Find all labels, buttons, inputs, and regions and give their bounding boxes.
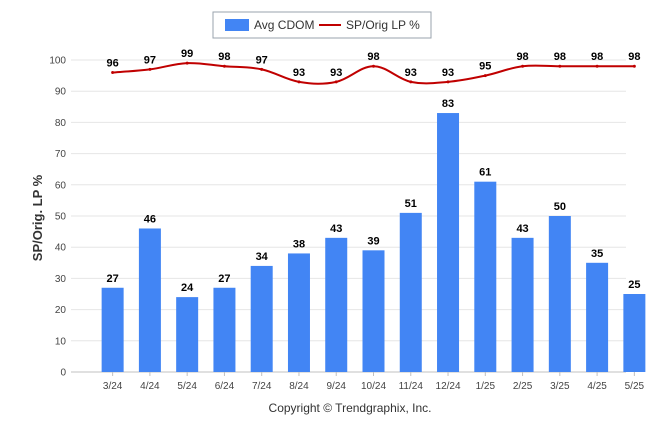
bar [287, 253, 310, 372]
x-tick-label: 3/25 [550, 381, 570, 392]
bar-value-label: 27 [218, 273, 230, 285]
line-value-label: 98 [591, 51, 603, 63]
line-value-label: 98 [628, 51, 640, 63]
bars [101, 113, 646, 372]
line-point [521, 64, 525, 68]
bar-value-label: 43 [516, 223, 528, 235]
y-tick-label: 50 [55, 212, 67, 223]
x-tick-label: 6/24 [215, 381, 235, 392]
y-tick-label: 90 [55, 87, 67, 98]
line-point [260, 67, 264, 71]
x-tick-label: 9/24 [326, 381, 346, 392]
bar-value-label: 50 [554, 201, 566, 213]
x-tick-label: 5/25 [625, 381, 645, 392]
y-axis-label: SP/Orig. LP % [30, 174, 45, 261]
x-tick-label: 1/25 [476, 381, 496, 392]
bar [362, 250, 385, 372]
bar [511, 237, 534, 372]
x-tick-label: 2/25 [513, 381, 533, 392]
bar-value-label: 34 [256, 251, 269, 263]
copyright-credit: Copyright © Trendgraphix, Inc. [269, 401, 432, 415]
x-tick-label: 4/24 [140, 381, 160, 392]
bar-value-label: 51 [405, 198, 417, 210]
line-point [446, 80, 450, 84]
line-value-label: 98 [218, 51, 230, 63]
y-tick-label: 70 [55, 149, 67, 160]
bar-value-label: 35 [591, 248, 603, 260]
line-point [409, 80, 413, 84]
bar [586, 262, 609, 372]
line-value-label: 98 [516, 51, 528, 63]
bar [138, 228, 161, 372]
line-value-label: 96 [107, 57, 119, 69]
legend-bar-swatch [225, 19, 249, 31]
bar [325, 237, 348, 372]
line-point [185, 61, 189, 65]
bar-value-label: 83 [442, 98, 454, 110]
x-tick-label: 7/24 [252, 381, 272, 392]
bar [399, 212, 422, 372]
line-point [297, 80, 301, 84]
line-point [632, 64, 636, 68]
line-value-label: 95 [479, 61, 491, 73]
bar [437, 113, 460, 372]
y-tick-label: 10 [55, 336, 67, 347]
y-tick-label: 30 [55, 274, 67, 285]
line-point [558, 64, 562, 68]
legend: Avg CDOM SP/Orig LP % [212, 11, 432, 39]
bar [176, 297, 199, 372]
line-value-label: 97 [144, 54, 156, 66]
bar-value-label: 39 [367, 235, 379, 247]
legend-bar-label: Avg CDOM [254, 18, 314, 32]
line-point [334, 80, 338, 84]
bar-value-label: 46 [144, 213, 156, 225]
line-value-label: 97 [256, 54, 268, 66]
line-value-label: 99 [181, 48, 193, 60]
bar [250, 265, 273, 372]
line-point [148, 67, 152, 71]
line-point [111, 70, 115, 74]
bar-value-label: 38 [293, 238, 305, 250]
bar-value-label: 25 [628, 279, 640, 291]
line-series [111, 61, 636, 85]
line-value-label: 98 [554, 51, 566, 63]
x-tick-label: 4/25 [587, 381, 607, 392]
y-tick-label: 0 [60, 368, 66, 379]
bar [474, 181, 497, 372]
bar-value-label: 24 [181, 282, 194, 294]
x-tick-label: 10/24 [361, 381, 386, 392]
y-tick-label: 100 [49, 56, 66, 67]
x-axis: 3/24 4/24 5/24 6/24 7/24 8/24 9/24 10/24 11/24 12… [103, 372, 645, 392]
y-tick-label: 20 [55, 305, 67, 316]
legend-line-label: SP/Orig LP % [346, 18, 420, 32]
bar [548, 216, 571, 372]
x-tick-label: 8/24 [289, 381, 309, 392]
bar [623, 294, 646, 372]
line-value-label: 93 [330, 67, 342, 79]
x-tick-label: 5/24 [177, 381, 197, 392]
line-value-label: 93 [293, 67, 305, 79]
line-point [483, 74, 487, 78]
line-value-label: 93 [405, 67, 417, 79]
x-tick-label: 12/24 [436, 381, 461, 392]
line-point [372, 64, 375, 68]
y-tick-label: 40 [55, 243, 67, 254]
bar-value-label: 61 [479, 167, 491, 179]
bar [213, 287, 236, 372]
line-value-label: 93 [442, 67, 454, 79]
line-value-label: 98 [367, 51, 379, 63]
line-point [222, 64, 226, 68]
x-tick-label: 3/24 [103, 381, 123, 392]
y-tick-label: 80 [55, 118, 67, 129]
x-tick-label: 11/24 [399, 381, 424, 392]
bar [101, 287, 124, 372]
data-labels: 27 46 24 27 34 38 43 39 51 83 61 43 50 35 25 96 97 99 98 97… [107, 48, 641, 294]
bar-value-label: 43 [330, 223, 342, 235]
bar-value-label: 27 [107, 273, 119, 285]
y-tick-label: 60 [55, 180, 67, 191]
line-point [595, 64, 599, 68]
